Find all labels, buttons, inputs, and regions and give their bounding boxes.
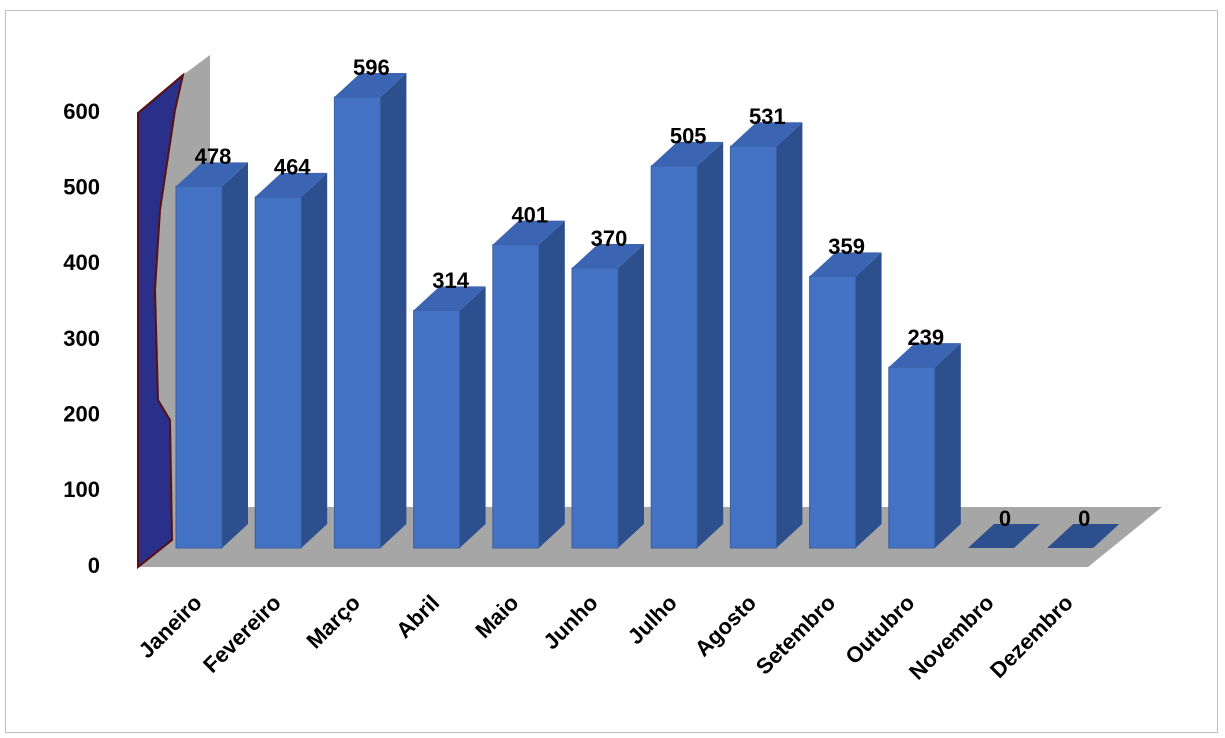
value-label: 370 [591, 226, 628, 251]
bar [729, 122, 803, 549]
bar [1047, 524, 1120, 548]
bar-top [492, 220, 565, 245]
value-label: 531 [749, 104, 786, 129]
y-tick-label: 100 [63, 477, 100, 502]
y-tick-label: 200 [63, 401, 100, 426]
bar-front [413, 309, 461, 549]
bar-top [1047, 524, 1120, 548]
bar-front [729, 145, 777, 549]
bar [650, 141, 724, 549]
value-label: 478 [195, 144, 232, 169]
bar-side [855, 252, 882, 548]
value-label: 505 [670, 124, 707, 149]
bar-side [301, 172, 328, 548]
bar-side [380, 73, 407, 548]
bar [492, 220, 565, 549]
value-label: 464 [274, 155, 311, 180]
value-label: 239 [907, 325, 944, 350]
bar-top [176, 162, 248, 187]
bar-front [650, 165, 698, 549]
bar-front [888, 366, 936, 549]
bar-front [571, 267, 619, 549]
bar-front [175, 185, 223, 549]
value-label: 0 [1078, 506, 1090, 531]
bar-side [222, 162, 248, 548]
bar-top [334, 73, 407, 98]
bar [888, 343, 961, 549]
bar [254, 172, 328, 549]
bar-side [618, 244, 644, 549]
bar [333, 73, 407, 549]
bar-side [459, 286, 486, 548]
bar-top [968, 524, 1040, 548]
bar-front [333, 96, 381, 549]
bar [175, 162, 248, 549]
bar-side [538, 220, 565, 548]
bar [571, 244, 644, 549]
side-wall [137, 72, 185, 570]
bar-top [888, 343, 961, 368]
value-label: 596 [353, 55, 390, 80]
value-label: 359 [828, 234, 865, 259]
bar [809, 252, 882, 549]
y-tick-label: 500 [63, 174, 100, 199]
bar-side [697, 141, 724, 548]
y-tick-label: 300 [63, 326, 100, 351]
bar [413, 286, 486, 549]
value-label: 401 [511, 202, 548, 227]
bar [968, 524, 1040, 548]
bar-top [809, 252, 882, 277]
bar-top [651, 141, 724, 166]
bar-side [776, 122, 803, 549]
bar-top [255, 172, 328, 197]
bar-front [254, 196, 302, 549]
bar-top [730, 122, 803, 147]
bar-side [934, 343, 961, 548]
value-label: 314 [432, 268, 469, 293]
y-tick-label: 400 [63, 250, 100, 275]
bar-front [492, 244, 540, 549]
value-label: 0 [999, 506, 1011, 531]
y-tick-label: 600 [63, 99, 100, 124]
y-tick-label: 0 [88, 553, 100, 578]
bar-top [572, 244, 644, 269]
bar-top [413, 286, 486, 311]
bar-front [809, 275, 857, 549]
